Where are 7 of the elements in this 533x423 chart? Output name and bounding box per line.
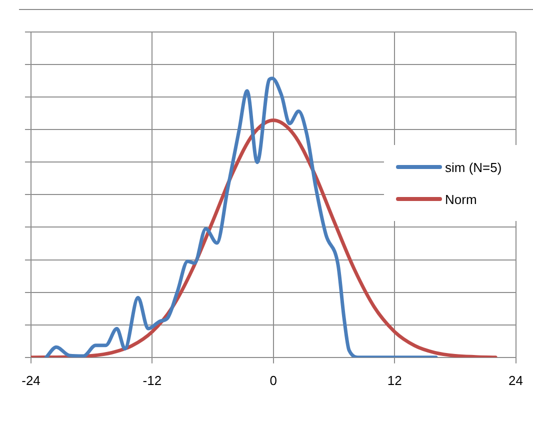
legend-label: Norm — [445, 192, 477, 206]
x-tick-label: 24 — [508, 372, 524, 388]
x-tick-label: 12 — [387, 372, 402, 388]
x-tick-label: -12 — [142, 372, 162, 388]
x-tick-label: -24 — [22, 372, 40, 388]
x-tick-label: 0 — [270, 372, 277, 388]
legend-label: sim (N=5) — [445, 160, 502, 174]
